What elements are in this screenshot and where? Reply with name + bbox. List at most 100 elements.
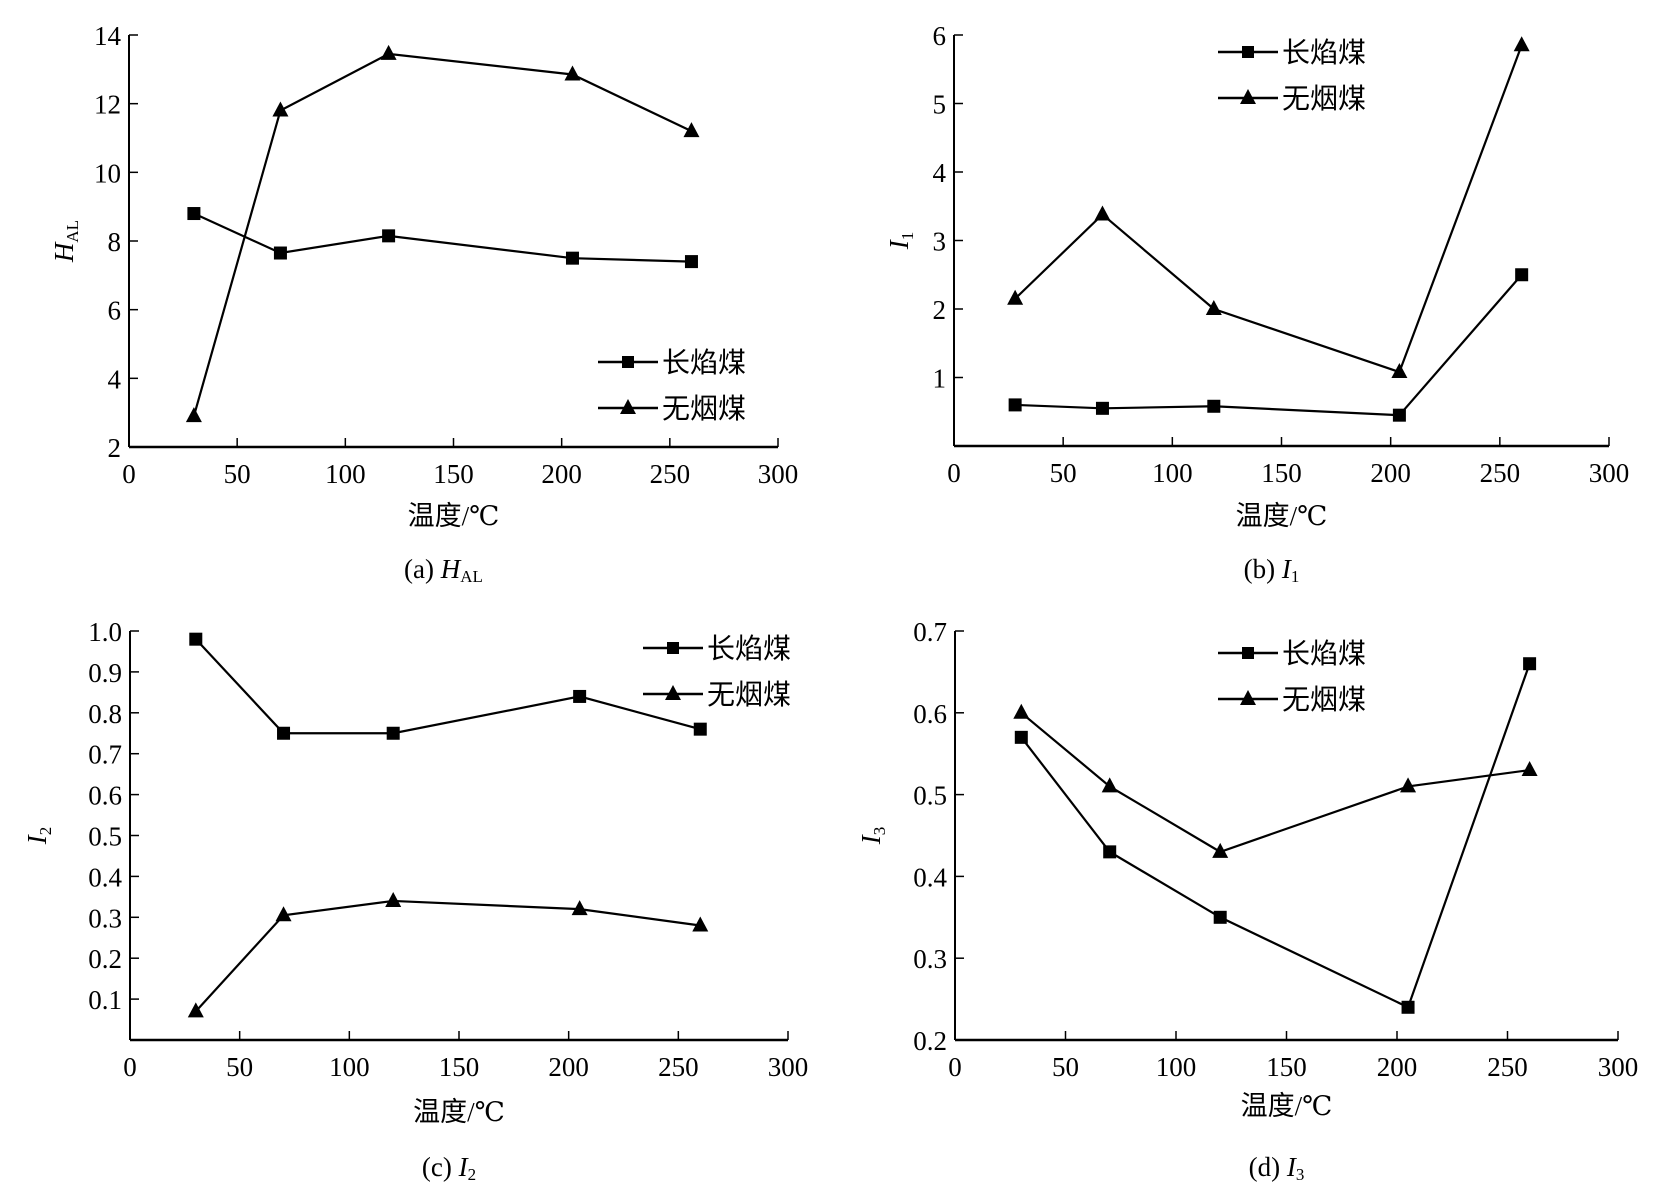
- x-tick-label: 100: [1152, 458, 1193, 488]
- x-tick-label: 300: [768, 1052, 809, 1082]
- x-tick-label: 200: [1370, 458, 1411, 488]
- square-marker: [1095, 401, 1109, 415]
- x-tick-label: 150: [1261, 458, 1302, 488]
- y-tick-label: 0.5: [88, 822, 122, 852]
- square-marker: [1014, 730, 1028, 744]
- triangle-marker: [1101, 777, 1118, 793]
- square-marker: [273, 246, 287, 260]
- square-marker: [386, 726, 400, 740]
- legend-square-marker: [1242, 647, 1254, 659]
- x-tick-label: 200: [541, 459, 582, 489]
- square-marker: [1401, 1000, 1415, 1014]
- x-tick-label: 200: [1377, 1052, 1418, 1082]
- y-tick-label: 0.5: [913, 781, 947, 811]
- legend-triangle-marker: [665, 685, 681, 700]
- square-marker: [1207, 399, 1221, 413]
- x-tick-label: 250: [1480, 458, 1521, 488]
- y-tick-label: 12: [94, 90, 121, 120]
- legend-triangle-marker: [620, 399, 636, 414]
- x-tick-label: 100: [325, 459, 366, 489]
- y-tick-label: 0.4: [913, 862, 947, 892]
- legend-label: 长焰煤: [662, 346, 746, 379]
- square-marker: [189, 632, 203, 646]
- chart-panel-d: 0 50 100 150 200 250 300 0.2 0.3 0.4 0.5 0.6 0.7 温度/℃…: [856, 617, 1638, 1184]
- triangle-marker: [1205, 300, 1222, 315]
- square-marker: [684, 255, 698, 269]
- y-tick-label: 14: [94, 21, 122, 51]
- y-axis-title: HAL: [49, 220, 82, 263]
- x-tick-label: 300: [1589, 458, 1630, 488]
- series-long-flame-coal-line: [1015, 274, 1523, 417]
- panel-caption: (c) I2: [422, 1152, 476, 1184]
- y-tick-label: 6: [108, 296, 122, 326]
- triangle-marker: [1013, 703, 1030, 719]
- y-axis-title: I2: [22, 827, 55, 846]
- triangle-marker: [185, 407, 202, 423]
- x-tick-label: 0: [947, 458, 961, 488]
- x-tick-label: 250: [658, 1052, 699, 1082]
- legend-label: 长焰煤: [1282, 637, 1366, 670]
- y-tick-label: 2: [933, 295, 947, 325]
- y-tick-label: 0.1: [88, 985, 122, 1015]
- triangle-marker: [275, 906, 292, 922]
- y-tick-label: 1.0: [88, 617, 122, 647]
- y-tick-label: 0.2: [88, 944, 122, 974]
- legend-triangle-marker: [1240, 89, 1256, 104]
- square-marker: [1103, 845, 1117, 859]
- panel-caption: (a) HAL: [404, 554, 483, 586]
- y-tick-label: 0.8: [88, 699, 122, 729]
- series-anthracite-line: [194, 899, 701, 1013]
- x-tick-label: 50: [1052, 1052, 1079, 1082]
- series-anthracite-line: [1014, 44, 1523, 374]
- y-axis-title: I3: [856, 827, 889, 846]
- legend-label: 无烟煤: [707, 678, 791, 711]
- legend-square-marker: [1242, 46, 1254, 58]
- y-tick-label: 1: [933, 364, 947, 394]
- square-marker: [565, 251, 579, 265]
- y-tick-label: 5: [933, 90, 947, 120]
- y-tick-label: 0.7: [88, 740, 122, 770]
- x-tick-label: 250: [650, 459, 691, 489]
- square-marker: [573, 689, 587, 703]
- legend-label: 长焰煤: [1282, 36, 1366, 69]
- series-long-flame-coal-line: [193, 212, 692, 263]
- square-marker: [1515, 268, 1529, 282]
- y-tick-label: 0.3: [88, 903, 122, 933]
- legend-triangle-marker: [1240, 690, 1256, 705]
- triangle-marker: [1513, 36, 1530, 52]
- x-tick-label: 150: [1266, 1052, 1307, 1082]
- triangle-marker: [1007, 289, 1024, 305]
- y-tick-label: 10: [94, 158, 121, 188]
- panel-caption: (d) I3: [1249, 1152, 1305, 1184]
- y-tick-label: 0.9: [88, 658, 122, 688]
- chart-panel-c: 0 50 100 150 200 250 300 0.1 0.2 0.3 0.4 0.5 0.6 0.7 0…: [22, 617, 808, 1184]
- square-marker: [1213, 910, 1227, 924]
- x-tick-label: 150: [433, 459, 474, 489]
- panel-caption: (b) I1: [1244, 554, 1300, 586]
- x-tick-label: 300: [758, 459, 799, 489]
- y-tick-label: 0.6: [88, 781, 122, 811]
- triangle-marker: [187, 1002, 204, 1018]
- chart-panel-b: 0 50 100 150 200 250 300 1 2 3 4 5 6 温度/℃ I1 (b) I1 长焰煤无…: [884, 21, 1629, 586]
- triangle-marker: [564, 65, 581, 81]
- x-tick-label: 250: [1487, 1052, 1528, 1082]
- triangle-marker: [683, 122, 700, 138]
- x-tick-label: 150: [439, 1052, 480, 1082]
- triangle-marker: [571, 900, 588, 916]
- square-marker: [1523, 657, 1537, 671]
- y-tick-label: 0.4: [88, 862, 122, 892]
- x-tick-label: 100: [329, 1052, 370, 1082]
- y-tick-label: 0.3: [913, 944, 947, 974]
- y-tick-label: 6: [933, 21, 947, 51]
- triangle-marker: [692, 916, 709, 932]
- square-marker: [382, 229, 396, 243]
- x-tick-label: 50: [226, 1052, 253, 1082]
- square-marker: [187, 207, 201, 221]
- triangle-marker: [1094, 205, 1111, 221]
- series-anthracite-line: [1020, 711, 1530, 854]
- series-long-flame-coal-line: [1020, 663, 1531, 1009]
